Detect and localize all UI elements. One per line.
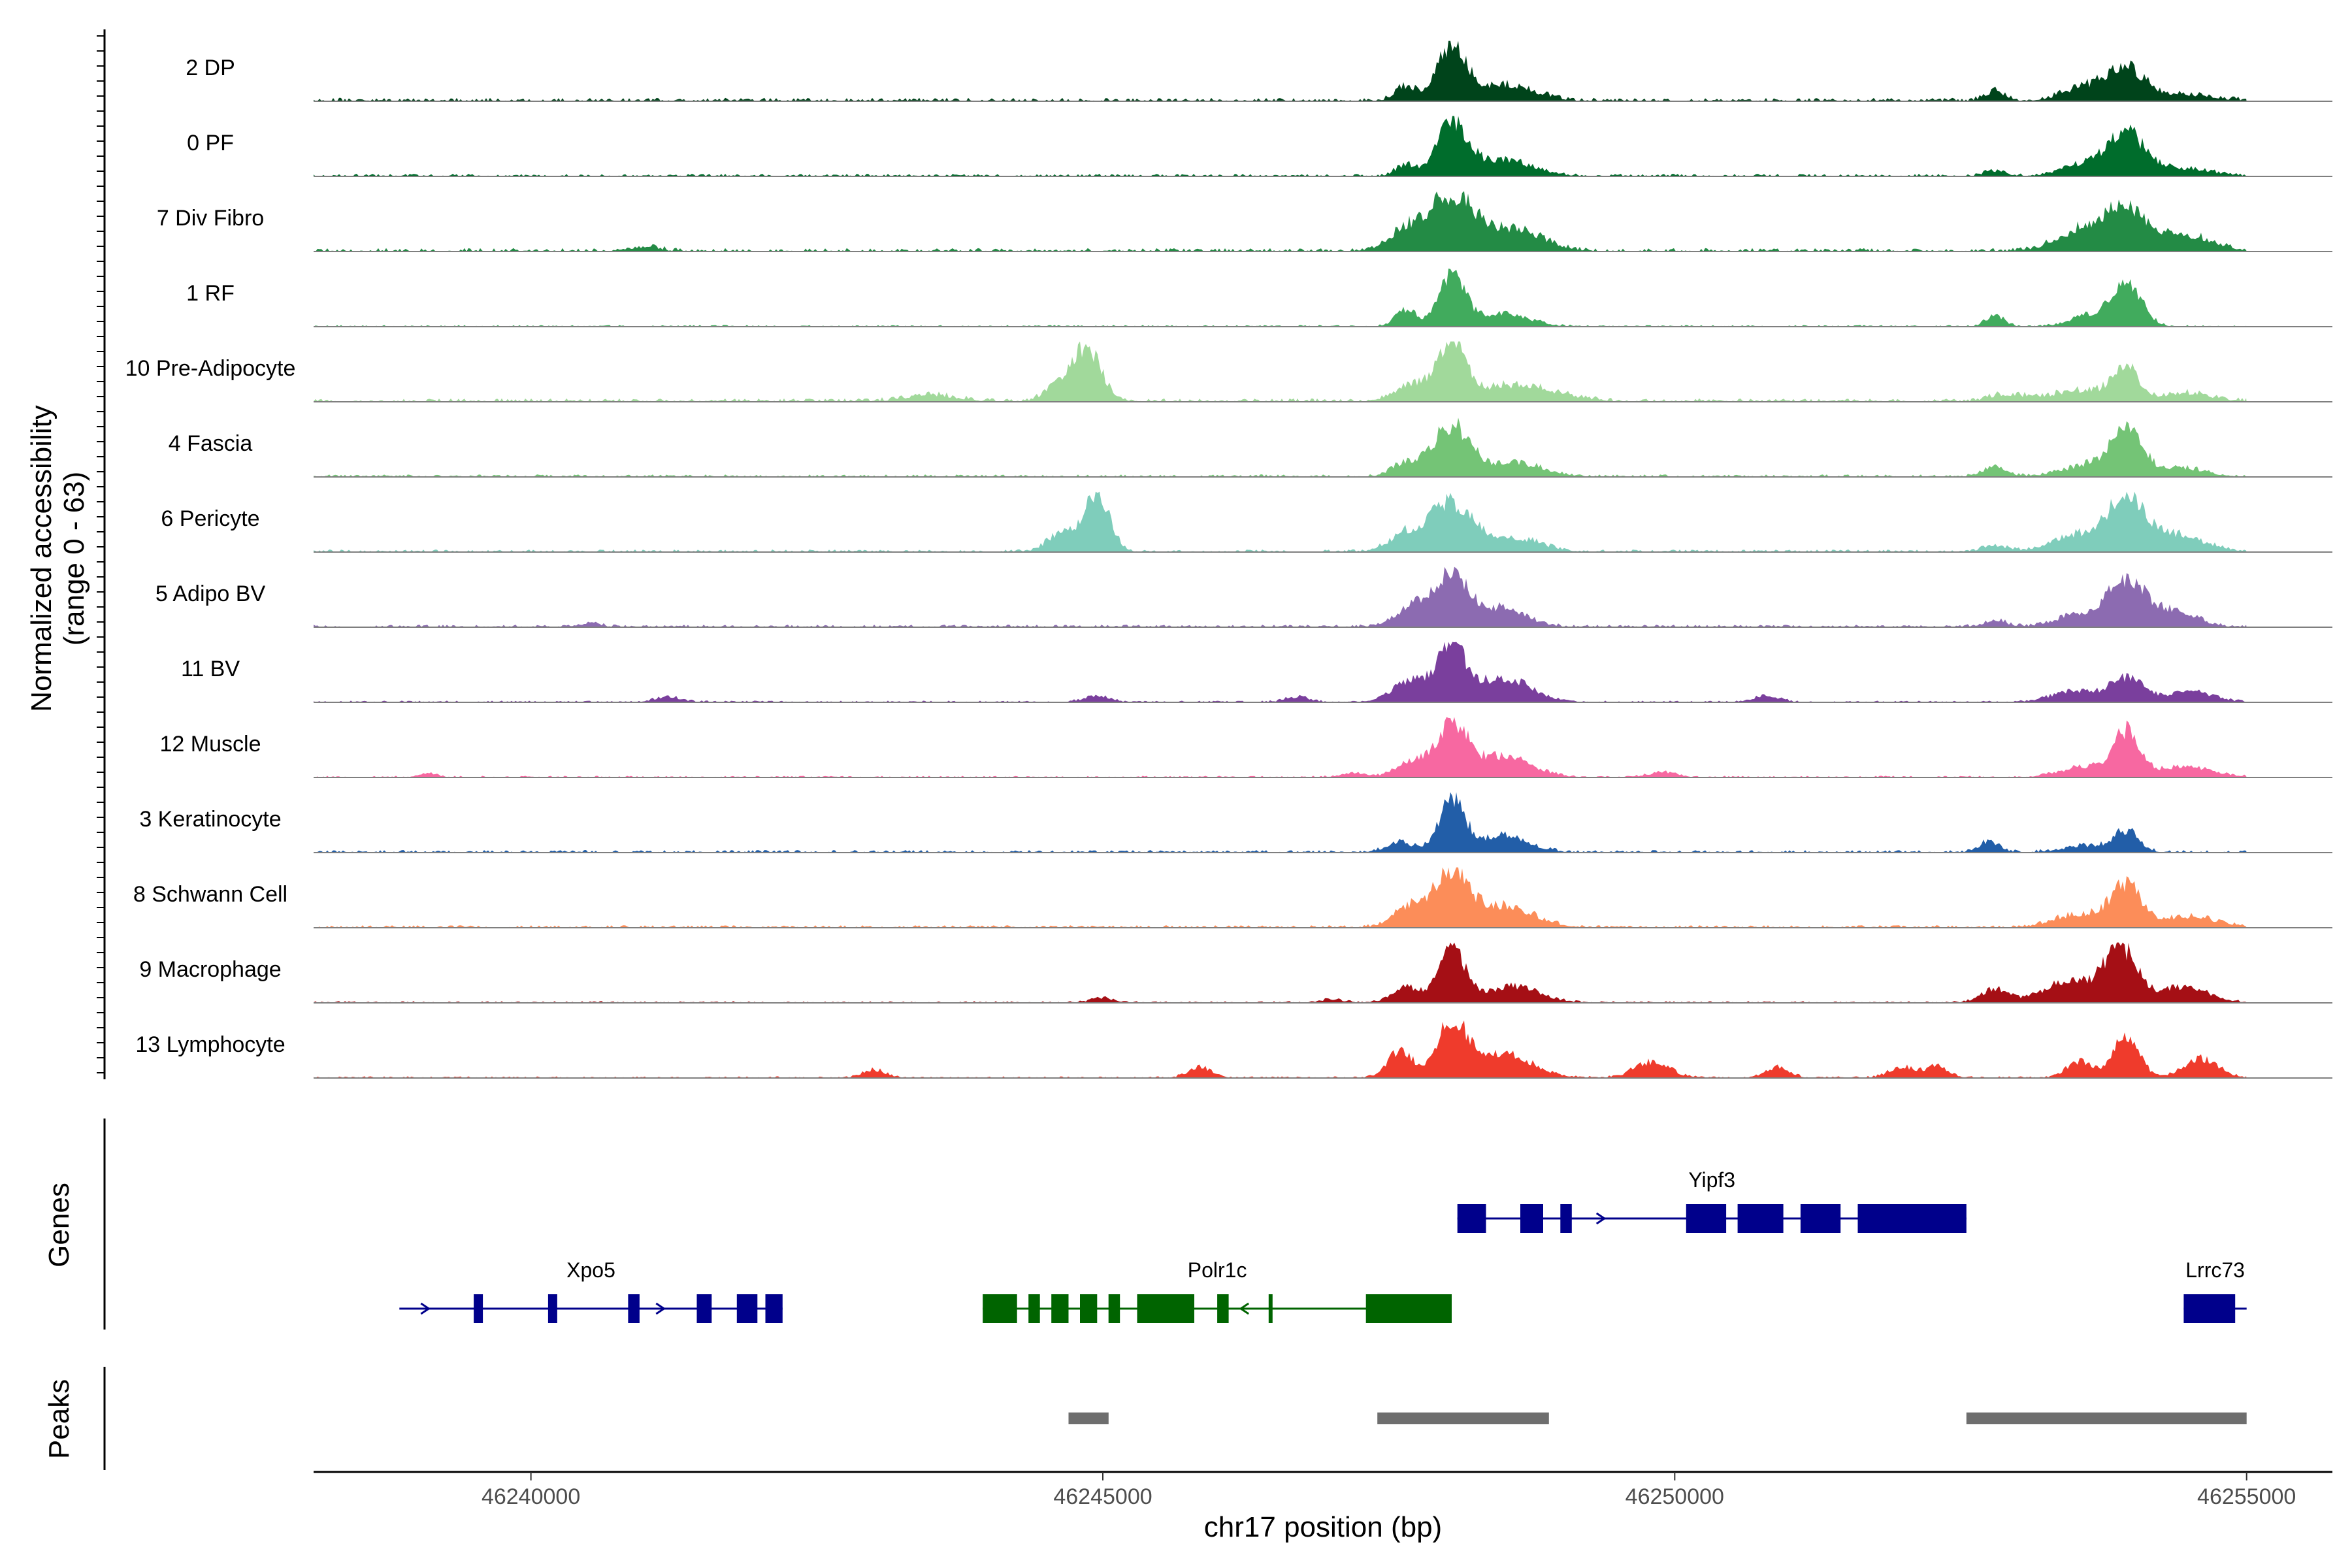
track-label: 10 Pre-Adipocyte: [125, 356, 296, 381]
gene-exon: [1217, 1294, 1229, 1323]
gene-exon: [983, 1294, 1017, 1323]
peaks-panel: [1068, 1413, 2247, 1424]
track-labels: 2 DP 0 PF 7 Div Fibro 1 RF 10 Pre-Adipocyte 4…: [125, 56, 296, 1057]
gene-exon: [1028, 1294, 1040, 1323]
track-label: 9 Macrophage: [139, 957, 281, 982]
gene-xpo5: Xpo5: [399, 1258, 783, 1323]
genes-panel-label: Genes: [43, 1183, 75, 1267]
gene-annotation-panel: Yipf3 Xpo5 Polr1c Lrrc73: [399, 1168, 2247, 1323]
coverage-area-9-macrophage: [314, 942, 2247, 1003]
gene-polr1c: Polr1c: [983, 1258, 1452, 1323]
track-label: 2 DP: [186, 56, 235, 80]
y-axis-ticks: [97, 35, 105, 1073]
track-label: 11 BV: [181, 657, 240, 681]
y-axis-label: Normalized accessibility: [25, 405, 57, 711]
peaks-panel-label: Peaks: [43, 1379, 75, 1459]
coverage-area-0-pf: [314, 116, 2247, 176]
coverage-area-8-schwann-cell: [314, 867, 2247, 928]
x-tick-label: 46240000: [482, 1484, 580, 1509]
track-label: 8 Schwann Cell: [133, 882, 287, 907]
gene-exon: [1686, 1204, 1727, 1233]
gene-exon: [1080, 1294, 1098, 1323]
strand-arrow: [1239, 1302, 1249, 1315]
peak-region: [1966, 1413, 2247, 1424]
gene-exon: [1457, 1204, 1486, 1233]
coverage-area-10-pre-adipocyte: [314, 341, 2247, 402]
gene-label: Polr1c: [1188, 1258, 1247, 1282]
track-label: 5 Adipo BV: [155, 581, 266, 606]
coverage-area-3-keratinocyte: [314, 792, 2247, 853]
x-axis-label: chr17 position (bp): [1204, 1511, 1442, 1543]
gene-exon: [1051, 1294, 1069, 1323]
gene-exon: [547, 1294, 557, 1323]
strand-arrow: [655, 1302, 666, 1315]
gene-exon: [628, 1294, 640, 1323]
track-label: 7 Div Fibro: [157, 206, 264, 231]
gene-label: Xpo5: [566, 1258, 615, 1282]
coverage-area-4-fascia: [314, 417, 2247, 477]
gene-exon: [736, 1294, 758, 1323]
gene-exon: [1737, 1204, 1784, 1233]
gene-exon: [1800, 1204, 1841, 1233]
gene-yipf3: Yipf3: [1457, 1168, 1967, 1233]
y-axis-label-line2: (range 0 - 63): [58, 472, 90, 646]
track-label: 1 RF: [186, 281, 235, 306]
peak-region: [1377, 1413, 1549, 1424]
gene-exon: [1560, 1204, 1572, 1233]
coverage-area-5-adipo-bv: [314, 566, 2247, 627]
gene-exon: [1108, 1294, 1120, 1323]
track-label: 13 Lymphocyte: [135, 1032, 285, 1057]
coverage-area-12-muscle: [314, 717, 2247, 777]
gene-exon: [696, 1294, 712, 1323]
gene-exon: [2183, 1294, 2236, 1323]
coverage-area-13-lymphocyte: [314, 1021, 2247, 1078]
gene-exon: [1857, 1204, 1967, 1233]
y-axis-label-line1: Normalized accessibility: [25, 405, 57, 711]
gene-lrrc73: Lrrc73: [2183, 1258, 2247, 1323]
track-label: 4 Fascia: [169, 431, 253, 456]
gene-exon: [1520, 1204, 1543, 1233]
gene-exon: [1268, 1294, 1273, 1323]
y-axis-label-range: (range 0 - 63): [58, 472, 90, 646]
track-label: 6 Pericyte: [161, 506, 259, 531]
gene-exon: [765, 1294, 783, 1323]
coverage-tracks: [314, 41, 2332, 1079]
coverage-area-2-dp: [314, 41, 2247, 101]
gene-exon: [474, 1294, 483, 1323]
x-tick-label: 46255000: [2197, 1484, 2296, 1509]
strand-arrow: [420, 1302, 431, 1315]
track-label: 12 Muscle: [160, 732, 261, 757]
track-label: 0 PF: [187, 131, 234, 155]
peak-region: [1068, 1413, 1109, 1424]
strand-arrow: [1595, 1212, 1607, 1225]
gene-label: Lrrc73: [2185, 1258, 2245, 1282]
coverage-area-1-rf: [314, 269, 2247, 327]
x-axis: 46240000 46245000 46250000 46255000: [314, 1471, 2332, 1509]
coverage-area-6-pericyte: [314, 491, 2247, 552]
x-tick-label: 46250000: [1625, 1484, 1724, 1509]
coverage-area-7-div-fibro: [314, 191, 2247, 252]
gene-exon: [1365, 1294, 1452, 1323]
x-tick-label: 46245000: [1053, 1484, 1152, 1509]
gene-exon: [1137, 1294, 1194, 1323]
gene-label: Yipf3: [1688, 1168, 1735, 1192]
coverage-area-11-bv: [314, 642, 2247, 702]
track-label: 3 Keratinocyte: [139, 807, 281, 832]
